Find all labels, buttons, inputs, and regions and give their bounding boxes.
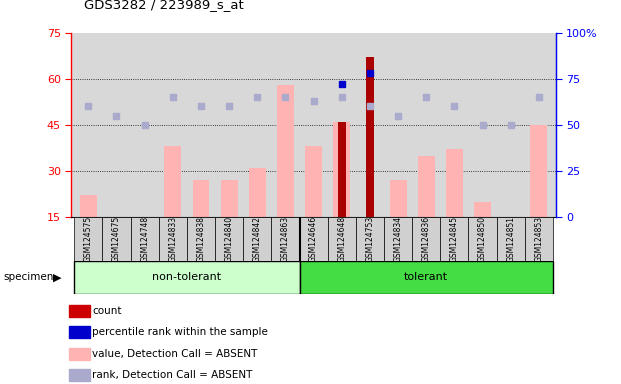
- Text: GSM124863: GSM124863: [281, 216, 290, 262]
- Text: GSM124646: GSM124646: [309, 216, 318, 262]
- Bar: [328, 217, 356, 261]
- Text: GSM124853: GSM124853: [535, 216, 543, 262]
- Bar: [305, 146, 322, 217]
- Bar: [69, 369, 89, 381]
- Text: GSM124842: GSM124842: [253, 216, 262, 262]
- Bar: [69, 348, 89, 360]
- Bar: [389, 180, 407, 217]
- Bar: [220, 180, 238, 217]
- Bar: [130, 217, 159, 261]
- Bar: [418, 156, 435, 217]
- Text: GSM124836: GSM124836: [422, 216, 431, 262]
- Text: GSM124840: GSM124840: [225, 216, 233, 262]
- Bar: [446, 149, 463, 217]
- Bar: [243, 217, 271, 261]
- Text: tolerant: tolerant: [404, 272, 448, 283]
- Text: specimen: specimen: [3, 272, 53, 283]
- Text: GSM124575: GSM124575: [84, 216, 93, 262]
- Text: GSM124753: GSM124753: [365, 216, 374, 262]
- Bar: [497, 217, 525, 261]
- Bar: [299, 261, 553, 294]
- Text: GSM124648: GSM124648: [337, 216, 347, 262]
- Bar: [159, 217, 187, 261]
- Bar: [384, 217, 412, 261]
- Text: GSM124845: GSM124845: [450, 216, 459, 262]
- Bar: [80, 195, 97, 217]
- Bar: [69, 305, 89, 316]
- Text: ▶: ▶: [53, 272, 61, 283]
- Bar: [102, 217, 130, 261]
- Text: rank, Detection Call = ABSENT: rank, Detection Call = ABSENT: [92, 370, 253, 381]
- Bar: [333, 122, 350, 217]
- Text: percentile rank within the sample: percentile rank within the sample: [92, 327, 268, 337]
- Bar: [165, 146, 181, 217]
- Bar: [277, 85, 294, 217]
- Bar: [468, 217, 497, 261]
- Text: GSM124838: GSM124838: [196, 216, 206, 262]
- Bar: [338, 122, 345, 217]
- Bar: [69, 326, 89, 338]
- Text: GSM124851: GSM124851: [506, 216, 515, 262]
- Bar: [187, 217, 215, 261]
- Bar: [249, 168, 266, 217]
- Bar: [271, 217, 299, 261]
- Text: GSM124850: GSM124850: [478, 216, 487, 262]
- Bar: [299, 217, 328, 261]
- Bar: [75, 261, 299, 294]
- Bar: [75, 217, 102, 261]
- Bar: [474, 202, 491, 217]
- Text: GSM124675: GSM124675: [112, 216, 121, 262]
- Bar: [193, 180, 209, 217]
- Text: GDS3282 / 223989_s_at: GDS3282 / 223989_s_at: [84, 0, 243, 12]
- Bar: [356, 217, 384, 261]
- Bar: [525, 217, 553, 261]
- Text: GSM124833: GSM124833: [168, 216, 178, 262]
- Text: non-tolerant: non-tolerant: [152, 272, 222, 283]
- Text: GSM124748: GSM124748: [140, 216, 149, 262]
- Text: value, Detection Call = ABSENT: value, Detection Call = ABSENT: [92, 349, 258, 359]
- Bar: [440, 217, 468, 261]
- Text: GSM124834: GSM124834: [394, 216, 402, 262]
- Text: count: count: [92, 306, 122, 316]
- Bar: [530, 125, 547, 217]
- Bar: [366, 57, 374, 217]
- Bar: [215, 217, 243, 261]
- Bar: [412, 217, 440, 261]
